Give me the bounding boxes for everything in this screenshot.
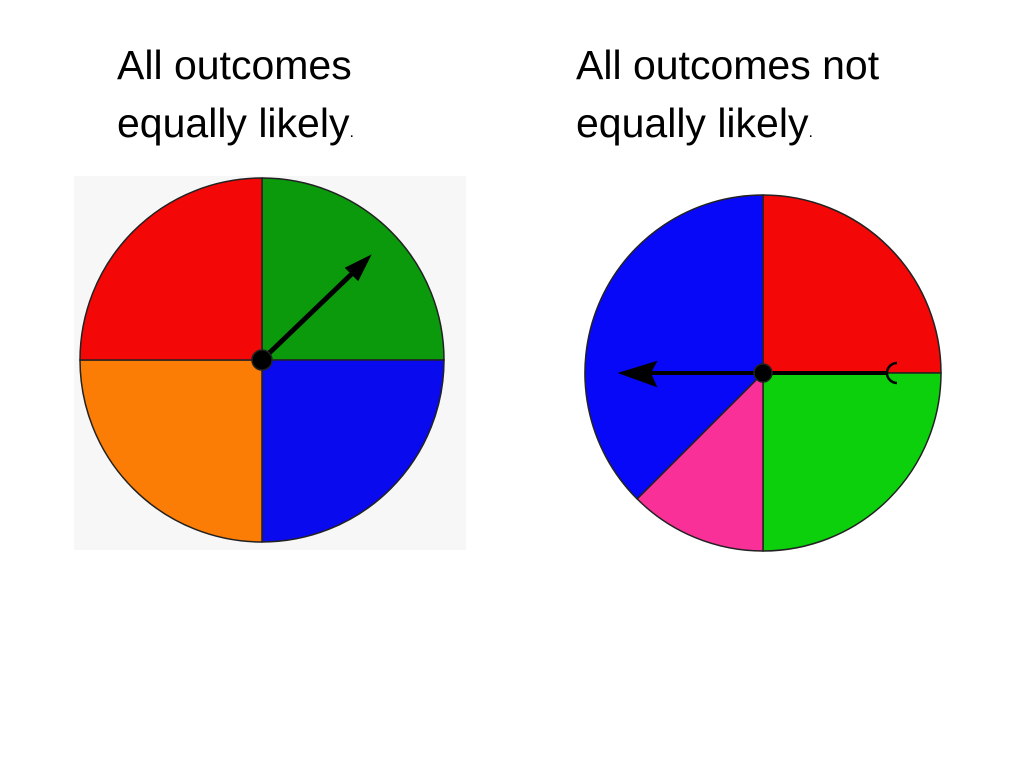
sector-blue xyxy=(261,359,445,543)
sector-red xyxy=(762,194,942,374)
sector-blue xyxy=(584,194,764,500)
caption-text: equally likely xyxy=(117,100,350,146)
arrow-head xyxy=(344,254,372,282)
sector-orange xyxy=(79,359,263,543)
sector-red xyxy=(79,177,263,361)
sector-pink xyxy=(636,371,764,552)
right-caption: All outcomes not equally likely. xyxy=(576,36,879,162)
caption-text: equally likely xyxy=(576,100,809,146)
spinner-arrow xyxy=(260,264,362,362)
caption-line: All outcomes xyxy=(117,42,352,88)
left-caption: All outcomes equally likely. xyxy=(117,36,354,162)
caption-line: All outcomes not xyxy=(576,42,880,88)
caption-line: equally likely. xyxy=(576,94,879,162)
equal-spinner xyxy=(74,176,466,550)
caption-period: . xyxy=(808,124,813,141)
arrow-tail xyxy=(885,361,898,385)
spinner-hub xyxy=(251,349,273,371)
caption-line: equally likely. xyxy=(117,94,354,162)
unequal-spinner xyxy=(584,194,942,552)
arrow-head xyxy=(617,360,658,388)
spinner-hub xyxy=(753,363,773,383)
caption-period: . xyxy=(349,124,354,141)
sector-green xyxy=(762,372,942,552)
